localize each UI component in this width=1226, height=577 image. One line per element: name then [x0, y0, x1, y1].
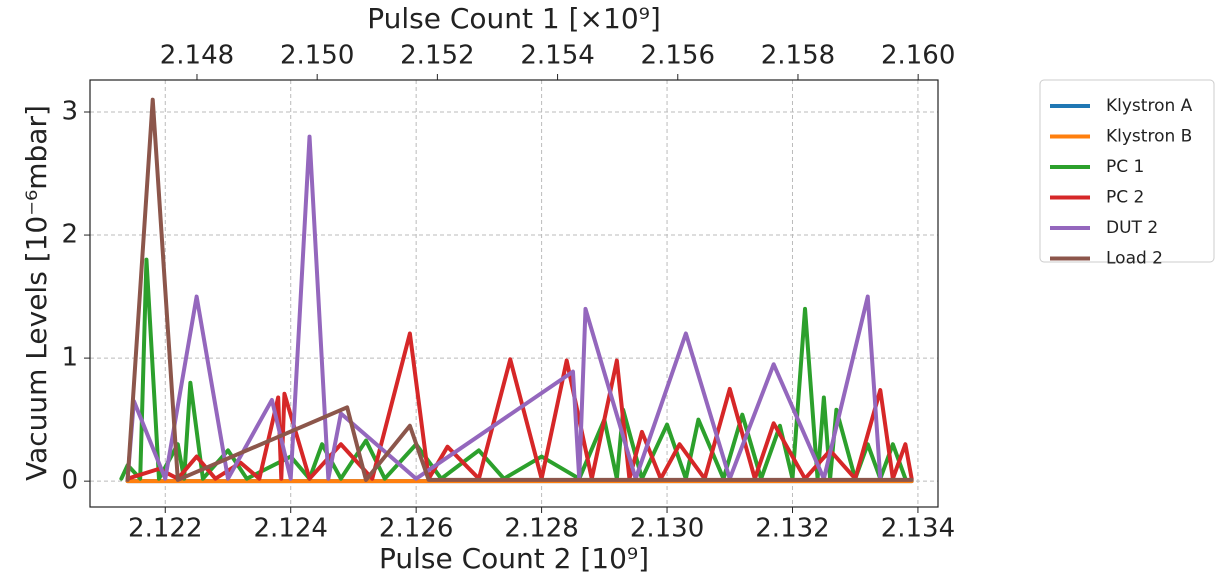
- series-line: [125, 97, 914, 482]
- x-tick-label: 2.134: [881, 514, 955, 544]
- x-tick-label: 2.132: [755, 514, 829, 544]
- x-tick-label: 2.122: [128, 514, 202, 544]
- plot-frame: [89, 79, 939, 508]
- x-tick-label: 2.130: [630, 514, 704, 544]
- top-tick-label: 2.152: [400, 41, 474, 71]
- y-tick-label: 0: [61, 466, 78, 496]
- top-tick-label: 2.160: [881, 41, 955, 71]
- legend-label: PC 1: [1106, 157, 1144, 177]
- y-tick-label: 1: [61, 343, 78, 373]
- legend-label: Load 2: [1106, 249, 1163, 269]
- top-tick-label: 2.150: [280, 41, 354, 71]
- legend-label: DUT 2: [1106, 218, 1158, 238]
- y-tick-label: 3: [61, 96, 78, 126]
- top-tick-label: 2.148: [160, 41, 234, 71]
- x-axis-label: Pulse Count 2 [10⁹]: [379, 542, 649, 575]
- x-tick-label: 2.128: [504, 514, 578, 544]
- series-line: [125, 134, 883, 481]
- top-axis-label: Pulse Count 1 [×10⁹]: [367, 2, 661, 35]
- legend-label: Klystron B: [1106, 127, 1192, 147]
- x-tick-label: 2.124: [253, 514, 327, 544]
- top-tick-label: 2.158: [761, 41, 835, 71]
- top-tick-label: 2.156: [641, 41, 715, 71]
- legend-box: [1039, 79, 1215, 263]
- top-tick-label: 2.154: [520, 41, 594, 71]
- legend-label: PC 2: [1106, 188, 1144, 208]
- y-tick-label: 2: [61, 220, 78, 250]
- x-tick-label: 2.126: [379, 514, 453, 544]
- legend-label: Klystron A: [1106, 96, 1193, 116]
- y-axis-label: Vacuum Levels [10⁻⁶mbar]: [20, 105, 53, 481]
